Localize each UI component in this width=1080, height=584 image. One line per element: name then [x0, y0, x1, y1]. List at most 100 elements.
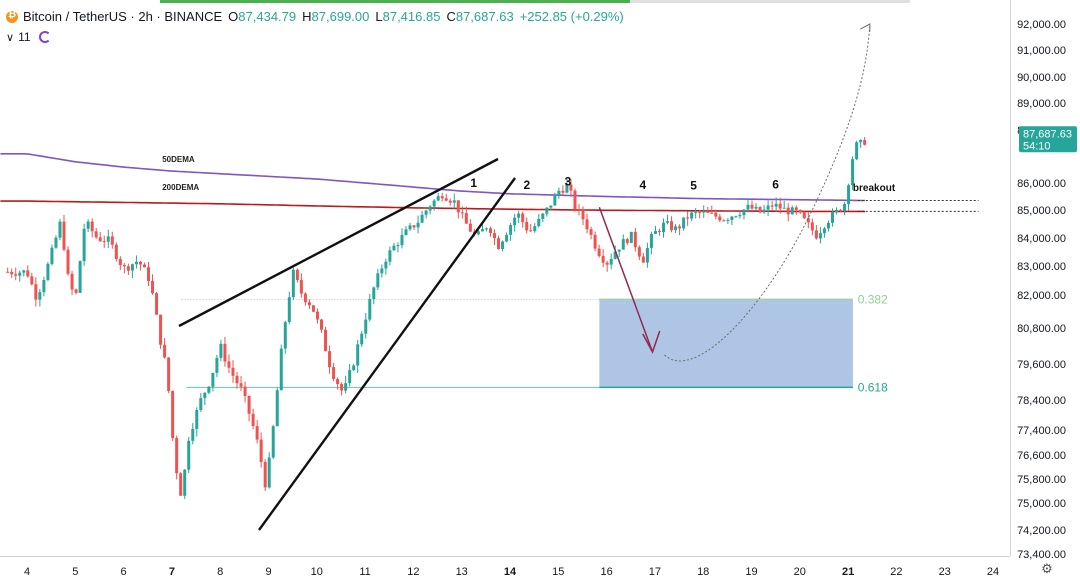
candle-body — [142, 264, 146, 268]
candle-body — [30, 276, 34, 285]
candle-body — [843, 204, 847, 211]
candle-body — [501, 241, 505, 250]
symbol-title[interactable]: Bitcoin / TetherUS · 2h · BINANCE — [23, 9, 223, 24]
candle-body — [484, 228, 488, 230]
low-key: L — [375, 9, 383, 24]
wave-label-4: 4 — [639, 178, 646, 192]
low-value: 87,416.85 — [382, 9, 441, 24]
time-tick-label: 11 — [359, 566, 370, 578]
projected-path-curve — [664, 23, 871, 362]
candle-body — [746, 204, 750, 210]
candle-body — [90, 221, 94, 232]
open-value: 87,434.79 — [238, 9, 297, 24]
wave-label-2: 2 — [524, 178, 531, 192]
candle-body — [847, 185, 851, 205]
candle-body — [70, 273, 74, 290]
last-price-badge — [1019, 126, 1077, 153]
candle-body — [159, 314, 163, 345]
price-tick-label: 74,200.00 — [1017, 525, 1066, 537]
candle-body — [219, 343, 223, 358]
indicators-row[interactable]: ∨ 11 — [6, 30, 51, 44]
candle-body — [211, 372, 215, 387]
candle-body — [730, 216, 734, 221]
time-tick-label: 22 — [890, 566, 902, 578]
candle-body — [146, 267, 150, 281]
candle-body — [400, 234, 404, 246]
candle-body — [22, 270, 26, 273]
candle-body — [674, 226, 678, 231]
candle-body — [215, 357, 219, 373]
candle-body — [247, 396, 251, 414]
candle-body — [432, 200, 436, 207]
candle-body — [380, 268, 384, 274]
candle-body — [851, 159, 855, 186]
candle-body — [352, 365, 356, 371]
sync-icon[interactable] — [38, 31, 51, 43]
price-axis[interactable]: 92,000.0091,000.0090,000.0089,000.0088,0… — [1017, 19, 1077, 561]
candle-body — [38, 292, 42, 300]
candle-body — [706, 211, 710, 213]
candle-body — [637, 247, 641, 257]
candle-body — [199, 398, 203, 410]
price-tick-label: 82,000.00 — [1017, 290, 1066, 302]
candle-body — [806, 218, 810, 223]
price-change: +252.85 (+0.29%) — [519, 9, 624, 24]
candle-body — [670, 221, 674, 231]
candle-body — [155, 293, 159, 315]
price-tick-label: 85,000.00 — [1017, 205, 1066, 217]
candle-body — [86, 221, 90, 229]
candle-body — [14, 274, 18, 276]
wave-label-3: 3 — [565, 175, 572, 189]
ohlc-open: O87,434.79 — [228, 9, 296, 24]
ema200-line — [0, 200, 865, 213]
candle-body — [384, 261, 388, 269]
candle-body — [754, 206, 758, 209]
candle-body — [456, 200, 460, 213]
time-tick-label: 23 — [939, 566, 951, 578]
candle-body — [565, 184, 569, 193]
candle-body — [235, 375, 239, 384]
candle-body — [130, 264, 134, 271]
candle-body — [855, 142, 859, 160]
ohlc-low: L87,416.85 — [375, 9, 440, 24]
projected-path-arrow-head — [859, 23, 871, 32]
high-key: H — [302, 9, 312, 24]
time-tick-label: 9 — [265, 566, 271, 578]
ohlc-high: H87,699.00 — [302, 9, 369, 24]
candle-body — [416, 222, 420, 228]
time-axis[interactable]: 4 5 6 7 8 9 10 11 12 13 14 15 16 17 18 19 20 21 22 23 24 — [24, 566, 999, 578]
candle-body — [702, 211, 706, 213]
top-accent-bar — [160, 0, 630, 3]
candle-body — [360, 333, 364, 345]
candle-body — [625, 239, 629, 243]
candle-body — [557, 190, 561, 195]
candle-body — [464, 213, 468, 224]
candle-body — [653, 230, 657, 234]
chevron-down-icon[interactable]: ∨ — [6, 31, 15, 44]
time-tick-label: 16 — [600, 566, 612, 578]
candle-body — [605, 262, 609, 265]
candle-body — [525, 221, 529, 231]
candle-body — [617, 249, 621, 252]
candle-body — [42, 279, 46, 293]
dema200-label: 200DEMA — [162, 183, 199, 192]
candle-body — [287, 297, 291, 323]
candle-body — [283, 322, 287, 349]
candle-body — [340, 384, 344, 391]
candle-body — [839, 209, 843, 211]
time-tick-label: 21 — [842, 566, 854, 578]
candle-body — [259, 439, 263, 462]
candle-body — [666, 221, 670, 223]
candle-body — [577, 208, 581, 210]
settings-gear-icon[interactable]: ⚙ — [1041, 561, 1053, 576]
candle-body — [738, 215, 742, 217]
time-tick-label: 13 — [456, 566, 468, 578]
candle-body — [601, 256, 605, 263]
candle-body — [480, 229, 484, 232]
candle-body — [332, 367, 336, 380]
candle-body — [179, 473, 183, 496]
candle-body — [195, 409, 199, 429]
candle-body — [573, 190, 577, 209]
candle-body — [348, 370, 352, 384]
